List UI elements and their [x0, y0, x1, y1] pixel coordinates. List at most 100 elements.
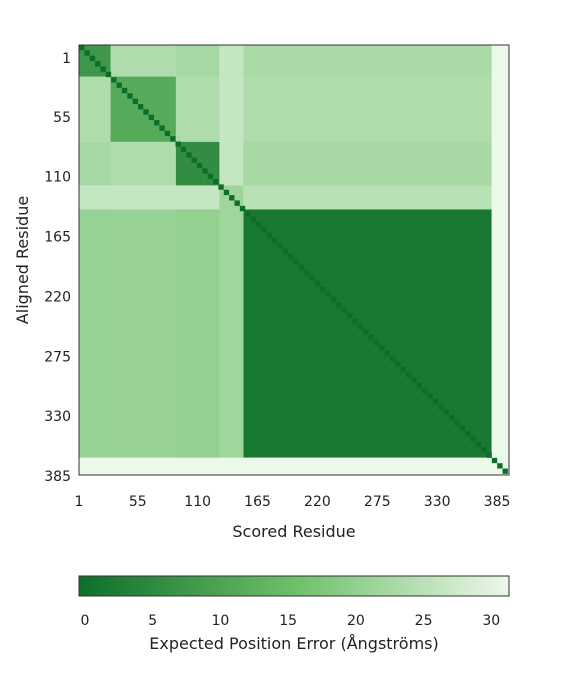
heatmap-cell — [422, 388, 428, 394]
heatmap-frame — [78, 44, 510, 476]
heatmap-cell — [116, 82, 122, 88]
heatmap-cell — [481, 447, 487, 453]
heatmap-cell — [164, 130, 171, 137]
heatmap-cell — [406, 372, 412, 378]
heatmap-cell — [336, 302, 342, 308]
heatmap-cell — [341, 307, 348, 314]
heatmap-cell — [314, 280, 321, 287]
heatmap-cell — [416, 382, 423, 389]
heatmap-cell — [486, 452, 492, 458]
heatmap-cell — [95, 61, 101, 67]
colorbar-title: Expected Position Error (Ångströms) — [149, 634, 438, 653]
heatmap-cell — [180, 146, 187, 153]
colorbar-tick-label: 30 — [482, 613, 500, 629]
heatmap-cell — [191, 157, 197, 163]
heatmap-cell — [384, 350, 390, 356]
heatmap-cell — [79, 45, 85, 51]
heatmap-cell — [368, 334, 374, 340]
heatmap-cell — [395, 361, 401, 367]
heatmap-cell — [400, 366, 407, 373]
heatmap-cell — [148, 114, 155, 121]
heatmap-cell — [357, 323, 364, 330]
heatmap-cell — [411, 377, 417, 383]
heatmap-cell — [502, 468, 508, 474]
heatmap-cell — [330, 296, 337, 303]
heatmap-cell — [196, 162, 203, 169]
heatmap-cell — [325, 291, 331, 297]
y-axis-ticks: 1 55 110 165 220 275 330 385 — [44, 51, 71, 485]
x-tick-label: 275 — [364, 494, 391, 510]
colorbar: 0 5 10 15 20 25 30 Expected Position Error (Ån… — [78, 575, 510, 653]
heatmap-cell — [379, 345, 385, 351]
heatmap-cell — [159, 125, 165, 131]
heatmap-cell — [110, 141, 176, 186]
heatmap-cell — [207, 173, 214, 180]
heatmap-cell — [170, 136, 176, 142]
heatmap-cell — [105, 71, 112, 78]
heatmap-cell — [243, 45, 492, 210]
colorbar-tick-label: 0 — [81, 613, 90, 629]
heatmap-cell — [234, 200, 240, 206]
y-tick-label: 275 — [44, 349, 71, 365]
y-tick-label: 385 — [44, 469, 71, 485]
heatmap-cell — [454, 420, 460, 426]
heatmap-cell — [79, 185, 111, 210]
heatmap-cell — [239, 205, 246, 212]
x-tick-label: 1 — [75, 494, 84, 510]
heatmap-cell — [347, 313, 353, 319]
heatmap-cell — [261, 227, 267, 233]
y-tick-label: 330 — [44, 409, 71, 425]
colorbar-tick-label: 5 — [148, 613, 157, 629]
x-axis-ticks: 1 55 110 165 220 275 330 385 — [75, 494, 511, 510]
heatmap-cell — [288, 254, 294, 260]
heatmap-cell — [219, 141, 244, 186]
heatmap-cell — [137, 103, 144, 110]
heatmap-cell — [175, 141, 181, 147]
x-axis-title: Scored Residue — [232, 522, 355, 541]
heatmap-cell — [154, 120, 160, 126]
heatmap-cell — [213, 179, 219, 185]
heatmap-cell — [175, 76, 220, 142]
heatmap-cell — [202, 168, 208, 174]
heatmap-cell — [89, 55, 96, 62]
x-tick-label: 165 — [244, 494, 271, 510]
heatmap-cell — [427, 393, 433, 399]
heatmap-cell — [272, 238, 278, 244]
y-tick-label: 220 — [44, 289, 71, 305]
y-tick-label: 1 — [62, 51, 71, 67]
heatmap-cell — [79, 209, 244, 458]
y-tick-label: 110 — [44, 170, 71, 186]
heatmap-cell — [266, 232, 273, 239]
heatmap-cell — [320, 286, 326, 292]
heatmap-cell — [218, 184, 224, 190]
heatmap-cell — [175, 185, 220, 210]
heatmap-cell — [277, 243, 283, 249]
heatmap-cell — [309, 275, 315, 281]
heatmap-cell — [121, 87, 128, 94]
colorbar-tick-label: 15 — [279, 613, 297, 629]
heatmap-cell — [186, 152, 192, 158]
heatmap-cell — [110, 45, 176, 77]
heatmap-cell — [443, 409, 449, 415]
heatmap-cell — [132, 98, 138, 104]
y-tick-label: 55 — [53, 110, 71, 126]
heatmap-cell — [438, 404, 444, 410]
heatmap-cell — [79, 76, 111, 142]
heatmap-cell — [219, 45, 244, 77]
heatmap-cell — [219, 76, 244, 142]
heatmap-cell — [245, 211, 251, 217]
heatmap-cell — [100, 66, 106, 72]
colorbar-tick-label: 10 — [212, 613, 230, 629]
heatmap-cell — [373, 339, 380, 346]
heatmap-cell — [111, 77, 117, 83]
heatmap-cell — [250, 216, 256, 222]
heatmap-cell — [229, 195, 235, 201]
heatmap-cell — [175, 45, 220, 77]
x-tick-label: 55 — [129, 494, 147, 510]
colorbar-tick-label: 25 — [415, 613, 433, 629]
y-tick-label: 165 — [44, 230, 71, 246]
x-tick-label: 110 — [184, 494, 211, 510]
colorbar-ticks: 0 5 10 15 20 25 30 — [81, 613, 501, 629]
heatmap-cell — [282, 248, 289, 255]
